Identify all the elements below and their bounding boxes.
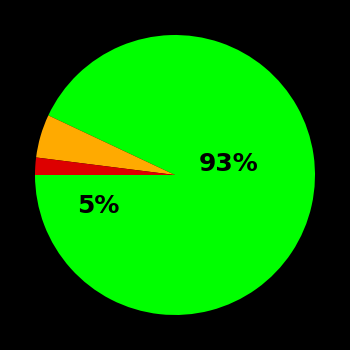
Wedge shape [35, 35, 315, 315]
Wedge shape [35, 158, 175, 175]
Wedge shape [36, 116, 175, 175]
Text: 93%: 93% [198, 152, 258, 176]
Text: 5%: 5% [77, 194, 119, 218]
